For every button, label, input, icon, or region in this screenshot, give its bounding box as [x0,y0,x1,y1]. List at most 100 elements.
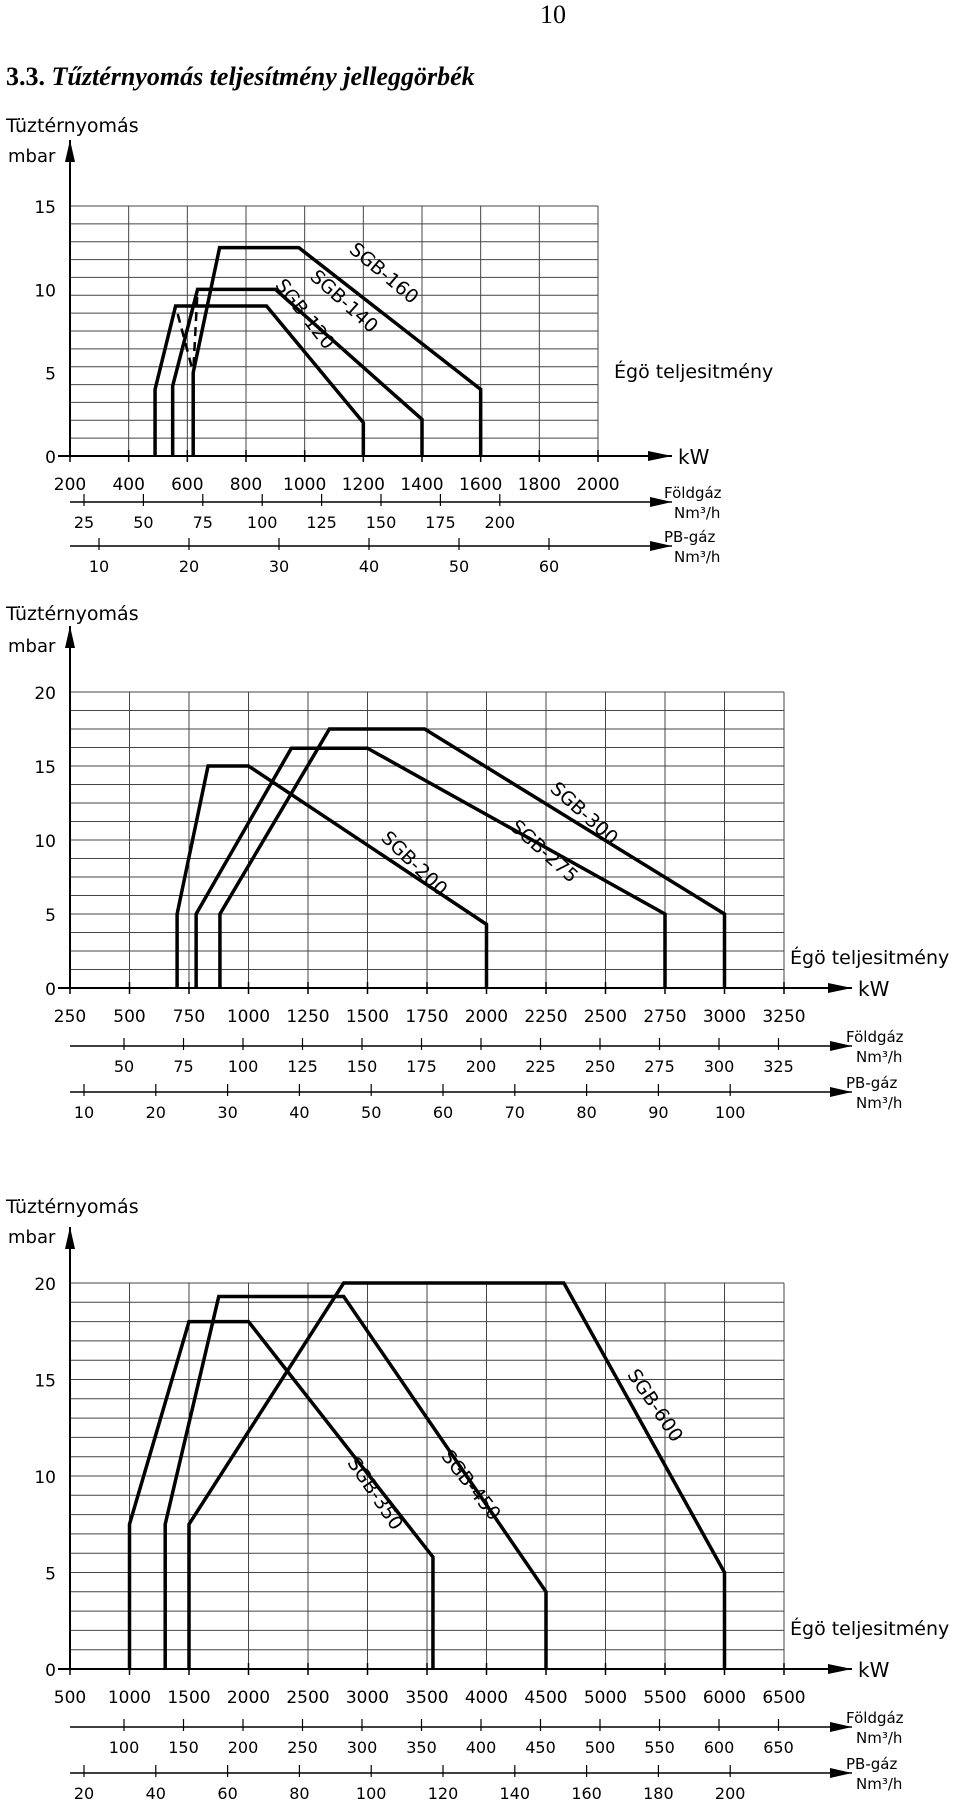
secondary-tick-label: 100 [356,1784,387,1803]
y-tick-label: 20 [34,1275,56,1295]
series-start-dashed-sgb-120 [174,305,195,456]
y-tick-label: 5 [45,906,56,926]
x-tick-label: 1200 [342,475,385,495]
secondary-tick-label: 100 [109,1738,140,1757]
secondary-tick-label: 600 [704,1738,735,1757]
secondary-tick-label: 60 [539,557,559,576]
series-line-sgb-300 [218,727,727,988]
secondary-tick-label: 125 [306,513,337,532]
secondary-tick-label: 20 [74,1784,94,1803]
secondary-tick-label: 250 [287,1738,318,1757]
secondary-tick-label: 350 [406,1738,437,1757]
x-tick-label: 1250 [286,1007,329,1027]
y-tick-label: 0 [45,448,56,468]
y-axis-arrow [65,140,75,162]
secondary-tick-label: 550 [644,1738,675,1757]
x-tick-label: 5000 [584,1688,627,1708]
y-axis-label: Tüztérnyomás [5,115,139,137]
secondary-axis-unit: Nm³/h [674,504,720,522]
secondary-axis-arrow [830,1087,852,1097]
secondary-tick-label: 150 [168,1738,199,1757]
secondary-tick-label: 75 [173,1057,193,1076]
secondary-axis-arrow [650,497,672,507]
y-tick-label: 15 [34,198,56,218]
secondary-tick-label: 300 [704,1057,735,1076]
x-axis-arrow [828,1664,852,1674]
x-tick-label: 1600 [459,475,502,495]
secondary-axis-arrow [830,1722,852,1732]
x-axis-label: Égö teljesitmény [790,1617,949,1640]
secondary-tick-label: 125 [287,1057,318,1076]
series-annotation: SGB-300 [546,778,622,850]
secondary-tick-label: 60 [433,1103,453,1122]
y-axis-label: Tüztérnyomás [5,1196,139,1218]
secondary-tick-label: 500 [585,1738,616,1757]
secondary-tick-label: 10 [89,557,109,576]
secondary-tick-label: 175 [425,513,456,532]
x-axis-label: Égö teljesitmény [614,360,773,383]
secondary-tick-label: 10 [74,1103,94,1122]
secondary-tick-label: 75 [193,513,213,532]
secondary-tick-label: 50 [133,513,153,532]
x-axis-arrow [648,451,672,461]
secondary-axis-unit: Nm³/h [856,1048,902,1066]
secondary-axis-label: Földgáz [846,1709,904,1727]
series-line-sgb-350 [127,1319,435,1669]
x-axis-label: Égö teljesitmény [790,946,949,969]
secondary-axis-unit: Nm³/h [856,1775,902,1793]
secondary-tick-label: 160 [571,1784,602,1803]
x-tick-label: 500 [113,1007,145,1027]
x-tick-label: 250 [54,1007,86,1027]
x-tick-label: 1500 [167,1688,210,1708]
x-tick-label: 500 [54,1688,86,1708]
y-tick-label: 5 [45,1565,56,1585]
secondary-axis-label: PB-gáz [846,1074,897,1092]
secondary-tick-label: 20 [146,1103,166,1122]
secondary-tick-label: 200 [466,1057,497,1076]
section-title-text: Tűztérnyomás teljesítmény jelleggörbék [51,62,475,91]
x-tick-label: 600 [171,475,203,495]
secondary-tick-label: 25 [74,513,94,532]
secondary-tick-label: 100 [228,1057,259,1076]
y-tick-label: 0 [45,1661,56,1681]
secondary-tick-label: 70 [505,1103,525,1122]
secondary-axis-unit: Nm³/h [674,548,720,566]
secondary-tick-label: 80 [576,1103,596,1122]
secondary-tick-label: 300 [347,1738,378,1757]
secondary-tick-label: 175 [406,1057,437,1076]
y-tick-label: 15 [34,1372,56,1392]
secondary-tick-label: 275 [644,1057,675,1076]
secondary-tick-label: 50 [449,557,469,576]
section-number: 3.3. [6,62,45,91]
y-tick-label: 10 [34,832,56,852]
x-tick-label: 2000 [465,1007,508,1027]
y-axis-unit: mbar [8,146,56,167]
x-tick-label: 2750 [643,1007,686,1027]
y-axis-label: Tüztérnyomás [5,603,139,625]
secondary-tick-label: 250 [585,1057,616,1076]
x-tick-label: 750 [173,1007,205,1027]
secondary-tick-label: 90 [648,1103,668,1122]
secondary-tick-label: 50 [361,1103,381,1122]
section-title: 3.3. Tűztérnyomás teljesítmény jelleggör… [6,62,475,92]
x-tick-label: 3000 [703,1007,746,1027]
secondary-axis-label: Földgáz [664,484,722,502]
secondary-tick-label: 20 [179,557,199,576]
x-axis-unit: kW [858,977,890,1001]
series-line-sgb-140 [170,287,424,456]
x-tick-label: 1800 [518,475,561,495]
secondary-tick-label: 40 [359,557,379,576]
x-tick-label: 1000 [227,1007,270,1027]
secondary-tick-label: 60 [217,1784,237,1803]
secondary-tick-label: 50 [114,1057,134,1076]
series-line-sgb-450 [163,1294,548,1669]
y-axis-unit: mbar [8,1227,56,1248]
secondary-tick-label: 30 [217,1103,237,1122]
secondary-axis-label: PB-gáz [664,528,715,546]
x-axis-arrow [828,983,852,993]
x-tick-label: 2500 [286,1688,329,1708]
x-axis-unit: kW [678,445,710,469]
y-axis-unit: mbar [8,636,56,657]
x-tick-label: 200 [54,475,86,495]
x-tick-label: 800 [230,475,262,495]
